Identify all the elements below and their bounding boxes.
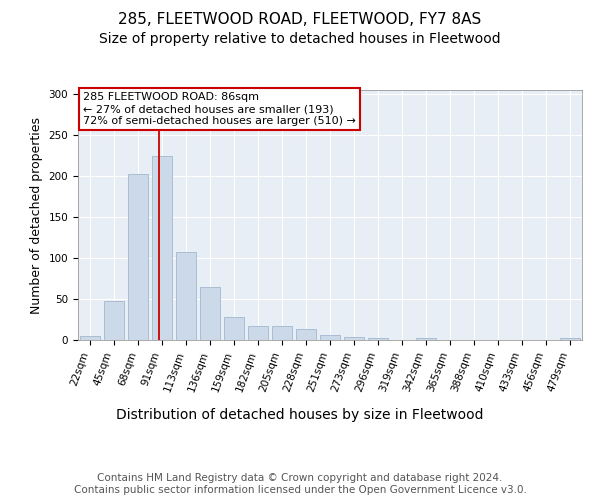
Y-axis label: Number of detached properties: Number of detached properties [30,116,43,314]
Bar [224,317,244,340]
Bar [200,286,220,340]
Text: Size of property relative to detached houses in Fleetwood: Size of property relative to detached ho… [99,32,501,46]
Text: Contains HM Land Registry data © Crown copyright and database right 2024.
Contai: Contains HM Land Registry data © Crown c… [74,474,526,495]
Bar [368,338,388,340]
Bar [344,336,364,340]
Bar [296,330,316,340]
Text: 285, FLEETWOOD ROAD, FLEETWOOD, FY7 8AS: 285, FLEETWOOD ROAD, FLEETWOOD, FY7 8AS [118,12,482,28]
Bar [272,326,292,340]
Bar [80,336,100,340]
Bar [128,174,148,340]
Text: 285 FLEETWOOD ROAD: 86sqm
← 27% of detached houses are smaller (193)
72% of semi: 285 FLEETWOOD ROAD: 86sqm ← 27% of detac… [83,92,356,126]
Bar [104,302,124,340]
Bar [560,338,580,340]
Bar [416,338,436,340]
Bar [152,156,172,340]
Text: Distribution of detached houses by size in Fleetwood: Distribution of detached houses by size … [116,408,484,422]
Bar [176,252,196,340]
Bar [320,335,340,340]
Bar [248,326,268,340]
